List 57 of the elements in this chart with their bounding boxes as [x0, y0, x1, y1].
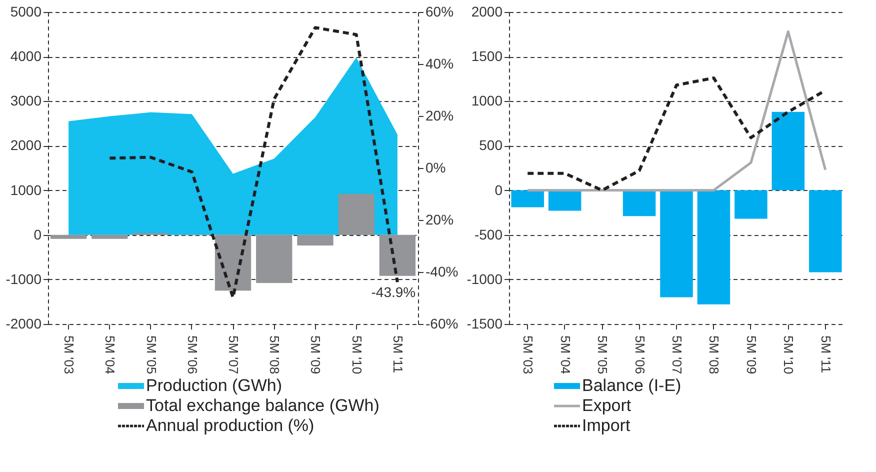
y-tick-label: 500 [479, 137, 503, 154]
y2-tick-label: 40% [426, 56, 454, 72]
y-tick-label: 2000 [471, 4, 503, 20]
y2-tick-label: 20% [426, 212, 454, 228]
bar [92, 234, 128, 239]
legend-label: Production (GWh) [146, 376, 282, 395]
y-tick-label: 5000 [10, 4, 42, 20]
bar [50, 234, 87, 239]
y-tick-label: 1000 [10, 182, 42, 198]
legend-label: Import [582, 416, 630, 435]
y-tick-label: -2000 [6, 316, 42, 332]
legend-label: Export [582, 396, 632, 415]
line-series [526, 30, 827, 192]
y-tick-label: 3000 [10, 92, 42, 109]
x-tick-label: 5M '06 [632, 336, 648, 374]
y2-tick-label: 60% [426, 4, 454, 20]
y-tick-label: 1500 [471, 48, 503, 64]
x-tick-label: 5M '11 [390, 336, 406, 374]
y-tick-label: 2000 [10, 137, 42, 154]
x-tick-label: 5M '05 [144, 336, 159, 374]
bar [214, 234, 252, 291]
y-tick-label: -1000 [466, 270, 503, 287]
y-tick-label: 4000 [10, 48, 42, 64]
x-tick-label: 5M '04 [102, 336, 118, 374]
y2-tick-label: 0% [426, 160, 446, 176]
y-tick-label: -500 [474, 226, 503, 242]
x-tick-label: 5M '06 [184, 336, 200, 374]
y-tick-label: 1000 [471, 92, 503, 109]
y-tick-label: 0 [494, 182, 503, 198]
x-tick-label: 5M '10 [349, 336, 364, 374]
y-tick-label: -1500 [466, 316, 503, 332]
annotation: -43.9% [371, 284, 416, 300]
x-tick-label: 5M '10 [781, 336, 796, 374]
bar [379, 234, 416, 276]
x-tick-label: 5M '07 [226, 336, 241, 374]
y2-tick-label: 20% [426, 108, 454, 124]
x-tick-label: 5M '08 [267, 336, 282, 374]
x-tick-label: 5M '11 [818, 336, 834, 374]
y-tick-label: -1000 [6, 270, 42, 287]
x-tick-label: 5M '09 [308, 336, 324, 374]
line-series [526, 76, 827, 192]
legend-label: Total exchange balance (GWh) [146, 396, 380, 415]
legend-label: Balance (I-E) [582, 376, 682, 395]
x-tick-label: 5M '03 [520, 336, 536, 374]
x-tick-label: 5M '07 [670, 336, 684, 374]
y2-tick-label: -60% [426, 316, 458, 332]
y2-tick-label: -40% [426, 264, 458, 280]
x-tick-label: 5M '03 [62, 336, 77, 374]
x-tick-label: 5M '05 [595, 336, 610, 374]
bar [256, 234, 292, 283]
x-tick-label: 5M '08 [706, 336, 722, 374]
y-tick-label: 0 [34, 226, 42, 242]
legend-label: Annual production (%) [146, 416, 314, 435]
bar [338, 194, 374, 235]
bar [297, 234, 334, 246]
x-tick-label: 5M '04 [558, 336, 573, 374]
x-tick-label: 5M '09 [744, 336, 759, 374]
